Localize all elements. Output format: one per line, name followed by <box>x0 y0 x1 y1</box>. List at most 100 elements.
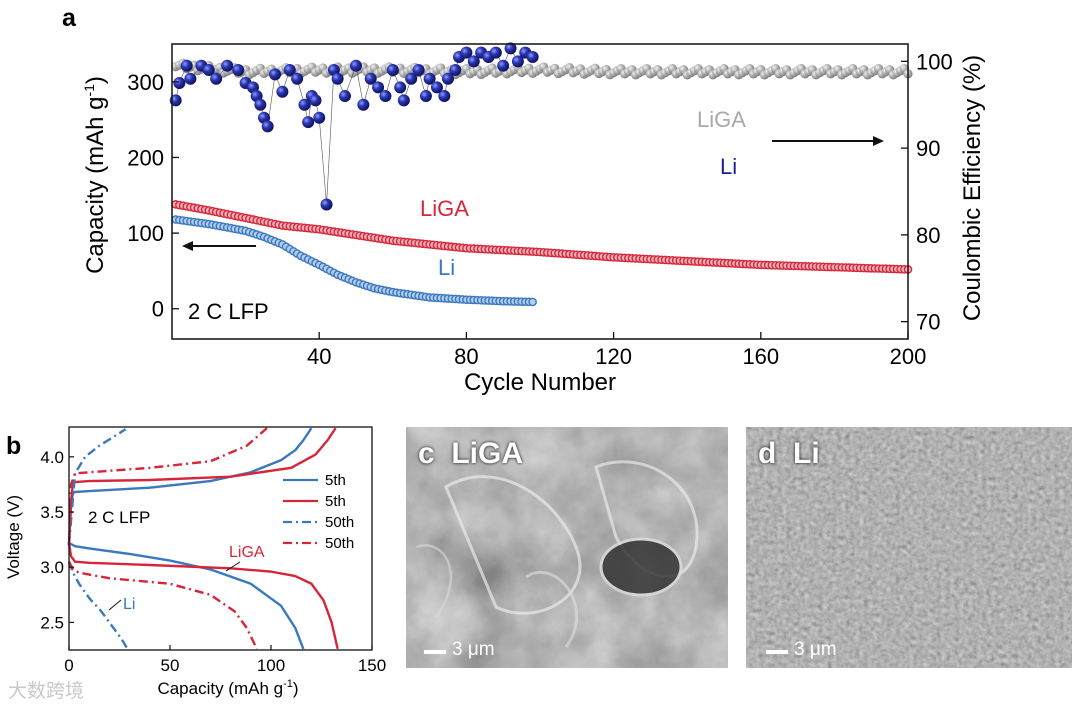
panel-a-left-arrow <box>182 241 256 251</box>
panel-a-chart: 40 80 120 160 200 0 100 200 300 70 80 90 100 Cycle N… <box>81 42 986 396</box>
li-ce-point <box>442 72 454 85</box>
panel-a-marks <box>169 42 913 307</box>
sem-texture-liga <box>406 427 728 668</box>
li-ce-point <box>291 72 304 85</box>
li-ce-point <box>423 72 436 85</box>
li-ce-point <box>283 64 296 77</box>
li-ce-point <box>298 98 311 111</box>
li-ce-point <box>364 72 377 85</box>
panel-b-legend-label: 5th <box>325 472 346 489</box>
panel-label-d: d <box>758 437 777 470</box>
panel-b-curve <box>67 561 129 650</box>
sem-texture-li <box>746 427 1072 668</box>
panel-a-li-ce-label: Li <box>720 154 737 179</box>
li-ce-point <box>269 68 282 81</box>
li-ce-point <box>511 55 524 68</box>
sem-li-scale-label: 3 μm <box>794 639 837 660</box>
li-ce-point <box>261 120 274 133</box>
sem-li-title: d Li <box>758 437 820 471</box>
panel-b-ylabel: Voltage (V) <box>4 495 23 579</box>
panel-a-frame <box>171 43 909 340</box>
panel-label-c: c <box>418 437 435 470</box>
panel-b-ytick-label: 3.5 <box>40 503 64 522</box>
sem-liga-title: c LiGA <box>418 437 523 471</box>
li-ce-point <box>419 90 432 103</box>
sem-image-li: d Li 3 μm <box>746 427 1072 668</box>
panel-a-ytick-left-label: 0 <box>152 297 164 322</box>
panel-b-curve <box>67 427 268 546</box>
panel-a-xtick-label: 120 <box>595 344 632 369</box>
panel-a-series-liga-capacity <box>171 200 913 274</box>
panel-a-xtick-label: 200 <box>890 344 927 369</box>
li-ce-point <box>460 46 473 59</box>
panel-b-curve <box>67 542 339 650</box>
panel-b-liga-pointer <box>225 561 241 572</box>
panel-b-axes: 0 50 100 150 2.5 3.0 3.5 4.0 <box>40 448 386 675</box>
li-ce-point <box>438 90 451 103</box>
panel-b-ytick-label: 3.0 <box>40 558 64 577</box>
li-ce-point <box>350 59 362 72</box>
panel-a-series-li-ce <box>169 42 539 211</box>
li-ce-point <box>489 46 502 59</box>
panel-b-xtick-label: 150 <box>358 656 386 675</box>
panel-a-right-arrow <box>772 136 884 146</box>
panel-b-li-label: Li <box>123 596 135 613</box>
li-ce-point <box>379 90 392 103</box>
sem-li-scalebar <box>766 650 788 654</box>
panel-a-xtick-label: 40 <box>307 344 331 369</box>
panel-b-legend-label: 5th <box>325 493 346 510</box>
li-ce-point <box>338 90 351 103</box>
panel-b-curve <box>67 428 127 546</box>
li-ce-point <box>430 81 443 94</box>
li-ce-point <box>331 72 344 85</box>
li-ce-point <box>504 42 517 55</box>
panel-a-liga-ce-label: LiGA <box>697 107 746 132</box>
panel-b-marks <box>67 427 339 650</box>
li-ce-point <box>309 94 322 107</box>
panel-a-series-li-capacity <box>171 215 537 307</box>
li-ce-point <box>232 64 245 77</box>
panel-b-li-pointer <box>108 599 122 611</box>
li-ce-point <box>467 55 480 68</box>
panel-a-ytick-left-label: 100 <box>127 221 164 246</box>
li-ce-point <box>405 72 418 85</box>
panel-b-chart: 0 50 100 150 2.5 3.0 3.5 4.0 Capacity (mAh g-1)… <box>4 426 386 698</box>
panel-a-li-capacity-label: Li <box>438 255 455 280</box>
li-ce-point <box>320 198 333 211</box>
panel-a-ytick-right-label: 70 <box>916 310 940 335</box>
li-ce-point <box>202 64 215 77</box>
panel-b-legend: 5th 5th 50th 50th <box>283 472 354 552</box>
panel-a-condition: 2 C LFP <box>188 299 269 324</box>
panel-b-liga-label: LiGA <box>229 544 265 561</box>
li-ce-point <box>394 81 407 94</box>
panel-b-curve <box>67 427 313 546</box>
li-ce-point <box>357 98 370 111</box>
panel-b-legend-label: 50th <box>325 535 354 552</box>
panel-a-ytick-right-label: 100 <box>916 49 953 74</box>
li-ce-point <box>221 59 234 72</box>
li-ce-point <box>497 59 510 72</box>
li-ce-point <box>386 64 399 77</box>
li-ce-point <box>313 111 326 124</box>
panel-a-xlabel: Cycle Number <box>464 369 616 396</box>
sem-image-liga: c LiGA 3 μm <box>406 427 728 668</box>
panel-b-condition: 2 C LFP <box>88 508 150 527</box>
li-ce-point <box>184 72 197 85</box>
panel-a-series-liga-ce <box>171 58 913 80</box>
panel-b-ytick-label: 2.5 <box>40 613 64 632</box>
panel-b-legend-label: 50th <box>325 514 354 531</box>
li-ce-point <box>302 116 315 129</box>
panel-b-ytick-label: 4.0 <box>40 448 64 467</box>
li-capacity-point <box>528 297 537 307</box>
panel-b-xtick-label: 100 <box>257 656 285 675</box>
panel-a-xtick-label: 160 <box>742 344 779 369</box>
panel-b-curve <box>67 561 258 650</box>
li-ce-point <box>254 98 267 111</box>
li-ce-point <box>397 94 410 107</box>
sem-liga-scalebar <box>424 650 446 654</box>
panel-a-liga-capacity-label: LiGA <box>420 196 469 221</box>
sem-liga-scale-label: 3 μm <box>452 639 495 660</box>
panel-a-ylabel-left: Capacity (mAh g-1) <box>81 76 109 274</box>
panel-label-a: a <box>62 4 77 32</box>
panel-b-curve <box>68 541 305 650</box>
